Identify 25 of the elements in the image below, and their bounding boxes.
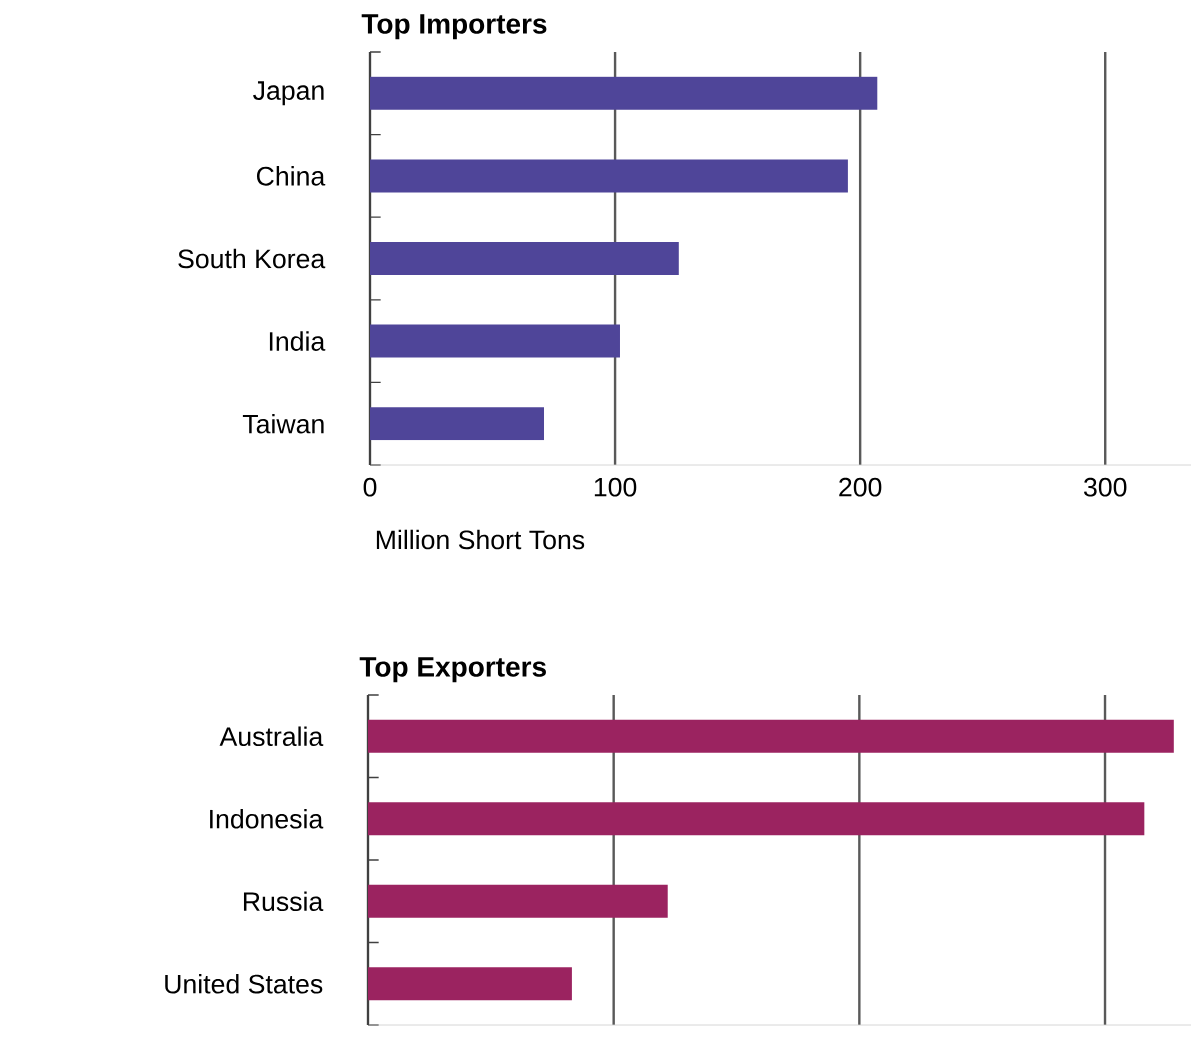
bar: [370, 407, 545, 441]
x-tick-label: 100: [594, 477, 637, 497]
y-tick-label: Taiwan: [242, 413, 324, 434]
bar: [370, 159, 848, 193]
y-tick-label: Japan: [253, 81, 324, 106]
chart-title: Top Importers: [361, 14, 547, 40]
y-tick-label: South Korea: [178, 248, 326, 269]
bar: [370, 324, 620, 358]
y-tick-label: Indonesia: [210, 808, 324, 829]
x-tick-label: 0: [363, 477, 377, 497]
x-axis-title: Million Short Tons: [376, 529, 585, 550]
bar: [368, 802, 1145, 836]
y-tick-label: India: [269, 331, 326, 351]
x-tick-label: 300: [1084, 477, 1127, 497]
bar: [368, 719, 1174, 753]
y-tick-label: Russia: [243, 891, 324, 911]
chart-title: Top Exporters: [359, 657, 546, 683]
y-tick-label: Australia: [219, 726, 324, 746]
bar: [370, 76, 878, 110]
y-tick-label: United States: [165, 973, 323, 994]
x-tick-label: 200: [839, 477, 882, 497]
bar: [368, 884, 668, 918]
y-tick-label: China: [256, 166, 326, 186]
bar: [368, 967, 572, 1001]
bar: [370, 241, 679, 275]
